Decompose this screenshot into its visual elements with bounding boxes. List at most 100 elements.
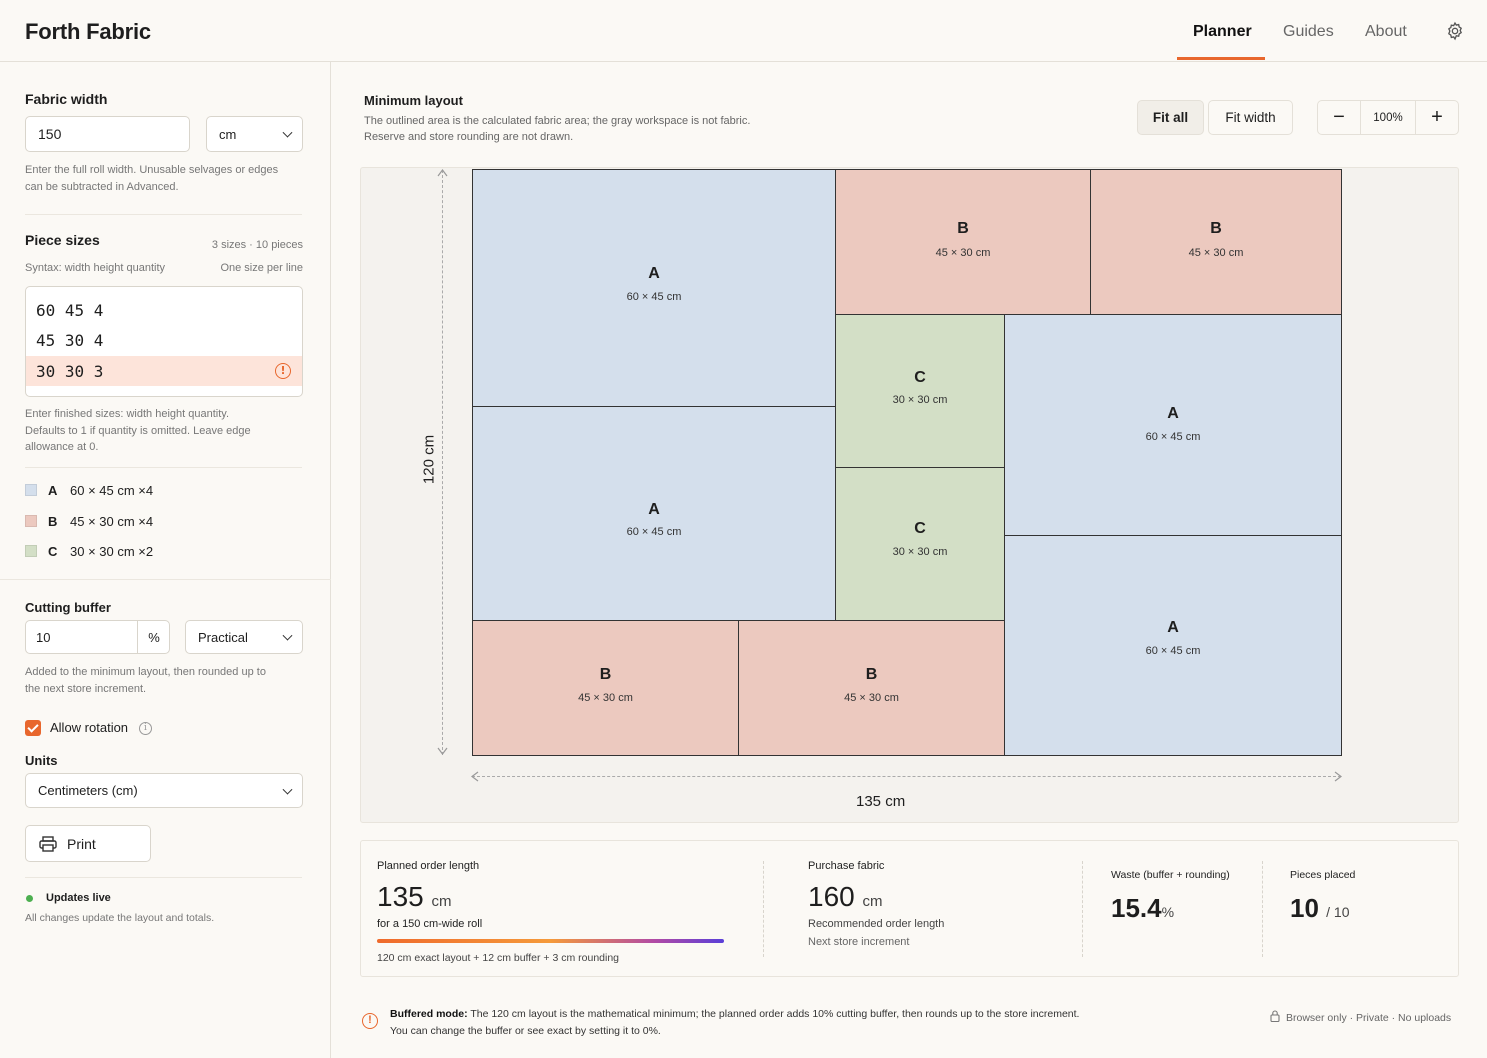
piece-dim: 30 × 30 cm	[892, 546, 948, 558]
piece-b[interactable]: B 45 × 30 cm	[835, 169, 1091, 315]
help-line: Enter finished sizes: width height quant…	[25, 408, 230, 420]
help-line: Added to the minimum layout, then rounde…	[25, 666, 266, 678]
zoom-level: 100%	[1360, 101, 1416, 134]
subtitle-line: The outlined area is the calculated fabr…	[364, 115, 751, 127]
planned-sub: for a 150 cm-wide roll	[377, 918, 483, 930]
purchase-value: 160 cm	[808, 881, 883, 913]
legend-item-c: C 30 × 30 cm ×2	[25, 542, 153, 560]
legend-item-a: A 60 × 45 cm ×4	[25, 481, 153, 499]
tab-guides[interactable]: Guides	[1283, 23, 1334, 40]
stats-separator	[763, 861, 764, 957]
chevron-down-icon	[282, 127, 293, 138]
fabric-width-input[interactable]: 150	[25, 116, 190, 152]
live-status-dot	[26, 895, 33, 902]
piece-syntax: Syntax: width height quantity	[25, 262, 166, 274]
waste-label: Waste (buffer + rounding)	[1111, 869, 1230, 881]
fit-width-button[interactable]: Fit width	[1208, 100, 1293, 135]
fabric-width-title: Fabric width	[25, 91, 108, 107]
piece-letter: C	[914, 520, 926, 537]
live-status-text: All changes update the layout and totals…	[25, 912, 215, 924]
legend-letter: C	[48, 543, 58, 559]
piece-dim: 45 × 30 cm	[1188, 247, 1244, 259]
piece-b[interactable]: B 45 × 30 cm	[1090, 169, 1342, 315]
help-line: can be subtracted in Advanced.	[25, 180, 179, 193]
placed-number: 10	[1290, 893, 1319, 923]
swatch-a	[25, 484, 37, 496]
warning-icon: !	[362, 1013, 378, 1029]
fabric-width-unit-select[interactable]: cm	[206, 116, 303, 152]
purchase-label: Purchase fabric	[808, 860, 885, 872]
piece-letter: A	[648, 265, 660, 282]
piece-b[interactable]: B 45 × 30 cm	[738, 620, 1005, 756]
planned-number: 135	[377, 881, 424, 912]
piece-c[interactable]: C 30 × 30 cm	[835, 467, 1005, 621]
swatch-b	[25, 515, 37, 527]
info-icon[interactable]: i	[139, 722, 152, 735]
print-button[interactable]: Print	[25, 825, 151, 862]
planned-progress-bar	[377, 939, 724, 943]
fabric-area: A 60 × 45 cm B 45 × 30 cm B 45 × 30 cm C…	[472, 169, 1342, 756]
piece-letter: C	[914, 369, 926, 386]
piece-a[interactable]: A 60 × 45 cm	[1004, 314, 1342, 536]
piece-letter: A	[1167, 619, 1179, 636]
chevron-down-icon	[282, 784, 293, 795]
piece-sizes-textarea[interactable]: 60 45 4 45 30 4 30 30 3!	[25, 286, 303, 397]
legend-text: 30 × 30 cm ×2	[70, 543, 154, 559]
piece-letter: B	[865, 666, 878, 683]
purchase-sub1: Recommended order length	[808, 918, 945, 930]
height-label: 120 cm	[420, 434, 438, 485]
piece-b[interactable]: B 45 × 30 cm	[472, 620, 739, 756]
layout-workspace: 120 cm 135 cm A 60 × 45 cm B 45 × 30 cm …	[360, 167, 1459, 823]
zoom-in-button[interactable]: +	[1431, 106, 1443, 128]
units-select[interactable]: Centimeters (cm)	[25, 773, 303, 808]
piece-c[interactable]: C 30 × 30 cm	[835, 314, 1005, 468]
piece-dim: 45 × 30 cm	[935, 247, 991, 259]
stats-separator	[1262, 861, 1263, 957]
buffered-mode-note: Buffered mode: The 120 cm layout is the …	[390, 1006, 1150, 1040]
planned-breakdown: 120 cm exact layout + 12 cm buffer + 3 c…	[377, 952, 620, 964]
fit-all-button[interactable]: Fit all	[1137, 100, 1204, 135]
placed-total: / 10	[1326, 904, 1350, 920]
units-title: Units	[25, 753, 58, 768]
textarea-line: 60 45 4	[36, 300, 104, 320]
active-tab-indicator	[1177, 57, 1265, 60]
help-line: Enter the full roll width. Unusable selv…	[25, 164, 279, 176]
divider	[0, 579, 331, 580]
piece-a[interactable]: A 60 × 45 cm	[1004, 535, 1342, 756]
buffer-mode-select[interactable]: Practical	[185, 620, 303, 654]
fabric-width-value: 150	[38, 126, 62, 142]
piece-a[interactable]: A 60 × 45 cm	[472, 406, 836, 621]
buffer-help: Added to the minimum layout, then rounde…	[25, 664, 266, 697]
piece-sizes-help: Enter finished sizes: width height quant…	[25, 406, 251, 456]
zoom-out-button[interactable]: −	[1333, 106, 1345, 128]
layout-subtitle: The outlined area is the calculated fabr…	[364, 113, 784, 145]
mode-label: Buffered mode:	[390, 1008, 468, 1020]
legend-letter: A	[48, 482, 58, 498]
width-label: 135 cm	[856, 793, 906, 810]
placed-label: Pieces placed	[1290, 869, 1356, 881]
allow-rotation-checkbox[interactable]	[25, 720, 41, 736]
piece-dim: 60 × 45 cm	[626, 526, 682, 538]
lock-icon	[1270, 1010, 1280, 1022]
divider	[25, 467, 302, 468]
piece-a[interactable]: A 60 × 45 cm	[472, 169, 836, 407]
help-line: the next store increment.	[25, 682, 147, 695]
waste-unit: %	[1161, 904, 1175, 920]
arrow-up-icon	[437, 169, 448, 177]
buffer-input[interactable]: 10 %	[25, 620, 170, 654]
piece-dim: 30 × 30 cm	[892, 394, 948, 406]
arrow-down-icon	[437, 747, 448, 755]
printer-icon	[39, 836, 57, 852]
tab-about[interactable]: About	[1365, 23, 1407, 40]
piece-count: 3 sizes · 10 pieces	[211, 239, 303, 251]
purchase-sub2: Next store increment	[808, 936, 910, 948]
units-value: Centimeters (cm)	[38, 783, 138, 798]
width-dimension-line	[472, 776, 1341, 777]
gear-icon[interactable]	[1445, 21, 1465, 41]
planned-label: Planned order length	[377, 860, 480, 872]
arrow-left-icon	[471, 771, 479, 782]
legend-letter: B	[48, 513, 58, 529]
piece-letter: B	[957, 220, 969, 237]
tab-planner[interactable]: Planner	[1193, 23, 1252, 40]
subtitle-line: Reserve and store rounding are not drawn…	[364, 131, 574, 143]
